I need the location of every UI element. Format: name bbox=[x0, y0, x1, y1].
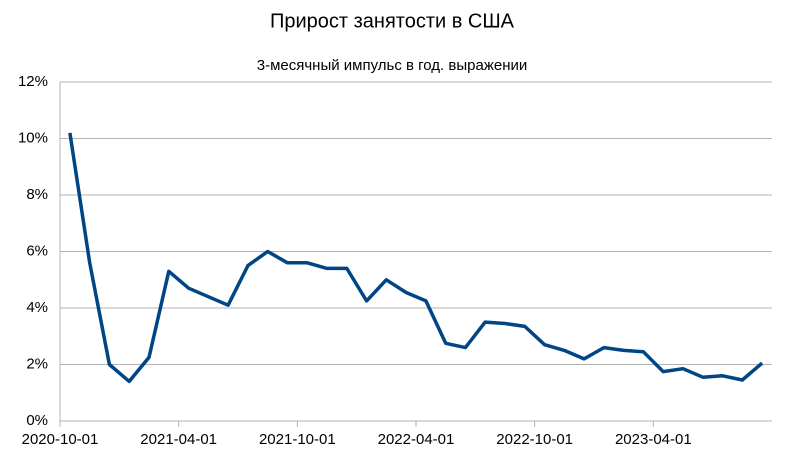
y-tick-label: 0% bbox=[26, 412, 48, 429]
y-tick-label: 2% bbox=[26, 355, 48, 372]
chart-subtitle: 3-месячный импульс в год. выражении bbox=[257, 57, 528, 74]
y-tick-label: 4% bbox=[26, 299, 48, 316]
x-tick-label: 2023-04-01 bbox=[615, 431, 692, 448]
line-series bbox=[68, 132, 764, 384]
y-tick-label: 12% bbox=[18, 73, 48, 90]
x-tick-label: 2022-04-01 bbox=[378, 431, 455, 448]
x-tick-label: 2021-04-01 bbox=[140, 431, 217, 448]
y-tick-label: 8% bbox=[26, 186, 48, 203]
x-tick-label: 2021-10-01 bbox=[259, 431, 336, 448]
chart-title: Прирост занятости в США bbox=[270, 10, 515, 32]
x-tick-label: 2020-10-01 bbox=[22, 431, 99, 448]
y-tick-label: 10% bbox=[18, 129, 48, 146]
y-tick-label: 6% bbox=[26, 242, 48, 259]
x-tick-label: 2022-10-01 bbox=[496, 431, 573, 448]
